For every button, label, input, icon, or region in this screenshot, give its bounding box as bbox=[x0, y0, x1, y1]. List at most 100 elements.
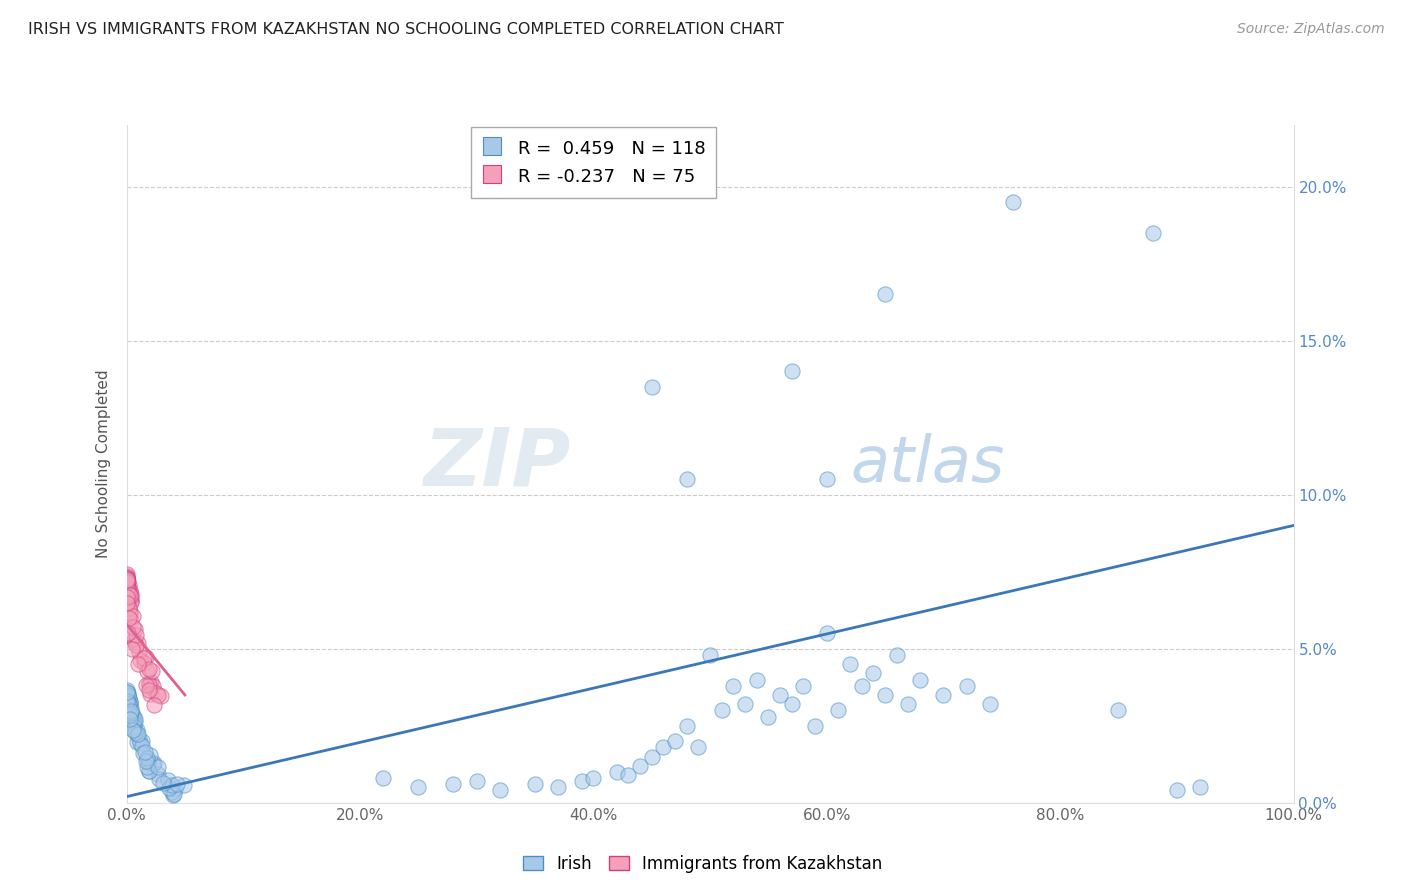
Point bbox=[118, 583, 141, 598]
Point bbox=[640, 380, 664, 394]
Point bbox=[118, 700, 141, 714]
Point bbox=[120, 707, 142, 722]
Point bbox=[780, 364, 803, 378]
Text: ZIP: ZIP bbox=[423, 425, 569, 503]
Point bbox=[128, 645, 150, 659]
Point bbox=[115, 685, 138, 699]
Point bbox=[146, 767, 169, 781]
Point bbox=[115, 684, 138, 698]
Point bbox=[124, 632, 146, 647]
Point bbox=[142, 679, 165, 693]
Point bbox=[862, 666, 884, 681]
Point bbox=[115, 698, 138, 712]
Point bbox=[141, 675, 163, 690]
Point bbox=[117, 626, 139, 640]
Point bbox=[121, 714, 143, 728]
Point bbox=[1002, 194, 1025, 209]
Point bbox=[131, 734, 153, 748]
Point bbox=[162, 788, 184, 802]
Point bbox=[628, 759, 651, 773]
Point bbox=[138, 676, 160, 690]
Point bbox=[1166, 783, 1188, 797]
Point bbox=[117, 594, 139, 608]
Point bbox=[745, 673, 768, 687]
Point bbox=[122, 711, 145, 725]
Point bbox=[118, 587, 141, 601]
Point bbox=[582, 771, 605, 785]
Point bbox=[117, 695, 139, 709]
Point bbox=[780, 697, 803, 711]
Point bbox=[756, 709, 779, 723]
Point bbox=[723, 679, 745, 693]
Point bbox=[897, 697, 920, 711]
Text: atlas: atlas bbox=[851, 433, 1004, 495]
Point bbox=[117, 696, 139, 710]
Point bbox=[115, 682, 138, 697]
Point bbox=[804, 719, 827, 733]
Point bbox=[115, 587, 138, 601]
Text: IRISH VS IMMIGRANTS FROM KAZAKHSTAN NO SCHOOLING COMPLETED CORRELATION CHART: IRISH VS IMMIGRANTS FROM KAZAKHSTAN NO S… bbox=[28, 22, 785, 37]
Point bbox=[124, 714, 146, 729]
Point bbox=[118, 588, 141, 602]
Point bbox=[115, 691, 138, 706]
Point bbox=[163, 787, 186, 801]
Point bbox=[136, 755, 159, 769]
Point bbox=[117, 591, 139, 605]
Point bbox=[117, 697, 139, 711]
Point bbox=[117, 686, 139, 700]
Point bbox=[122, 723, 145, 737]
Point bbox=[134, 745, 156, 759]
Point bbox=[138, 764, 160, 778]
Point bbox=[117, 591, 139, 605]
Point bbox=[120, 705, 142, 719]
Point bbox=[827, 703, 849, 717]
Point bbox=[120, 712, 142, 726]
Point bbox=[117, 700, 139, 714]
Point bbox=[115, 566, 138, 581]
Point bbox=[142, 756, 165, 771]
Point bbox=[117, 691, 139, 706]
Point bbox=[699, 648, 721, 662]
Point bbox=[617, 768, 640, 782]
Point bbox=[132, 747, 155, 761]
Point bbox=[956, 679, 979, 693]
Point bbox=[120, 605, 142, 619]
Point bbox=[121, 641, 143, 656]
Point bbox=[118, 705, 141, 719]
Point bbox=[489, 783, 512, 797]
Point bbox=[121, 619, 143, 633]
Point bbox=[875, 287, 897, 301]
Point bbox=[118, 695, 141, 709]
Point bbox=[115, 571, 138, 585]
Point bbox=[117, 688, 139, 702]
Point bbox=[115, 573, 138, 587]
Point bbox=[115, 595, 138, 609]
Point bbox=[118, 706, 141, 721]
Point bbox=[138, 678, 160, 692]
Point bbox=[117, 589, 139, 603]
Point bbox=[127, 727, 149, 741]
Point bbox=[117, 571, 139, 585]
Point bbox=[1189, 780, 1212, 795]
Point bbox=[408, 780, 430, 795]
Point bbox=[815, 626, 838, 640]
Point bbox=[875, 688, 897, 702]
Point bbox=[115, 569, 138, 583]
Point bbox=[117, 698, 139, 712]
Point bbox=[115, 697, 138, 711]
Point bbox=[134, 656, 156, 670]
Point bbox=[115, 698, 138, 713]
Point bbox=[734, 697, 756, 711]
Point bbox=[115, 692, 138, 706]
Point bbox=[122, 720, 145, 734]
Point bbox=[117, 697, 139, 711]
Point bbox=[166, 777, 188, 791]
Point bbox=[139, 681, 162, 695]
Point bbox=[117, 582, 139, 596]
Point bbox=[127, 657, 149, 672]
Point bbox=[115, 577, 138, 591]
Point bbox=[120, 613, 142, 627]
Point bbox=[979, 697, 1001, 711]
Point bbox=[138, 687, 160, 701]
Point bbox=[118, 695, 141, 709]
